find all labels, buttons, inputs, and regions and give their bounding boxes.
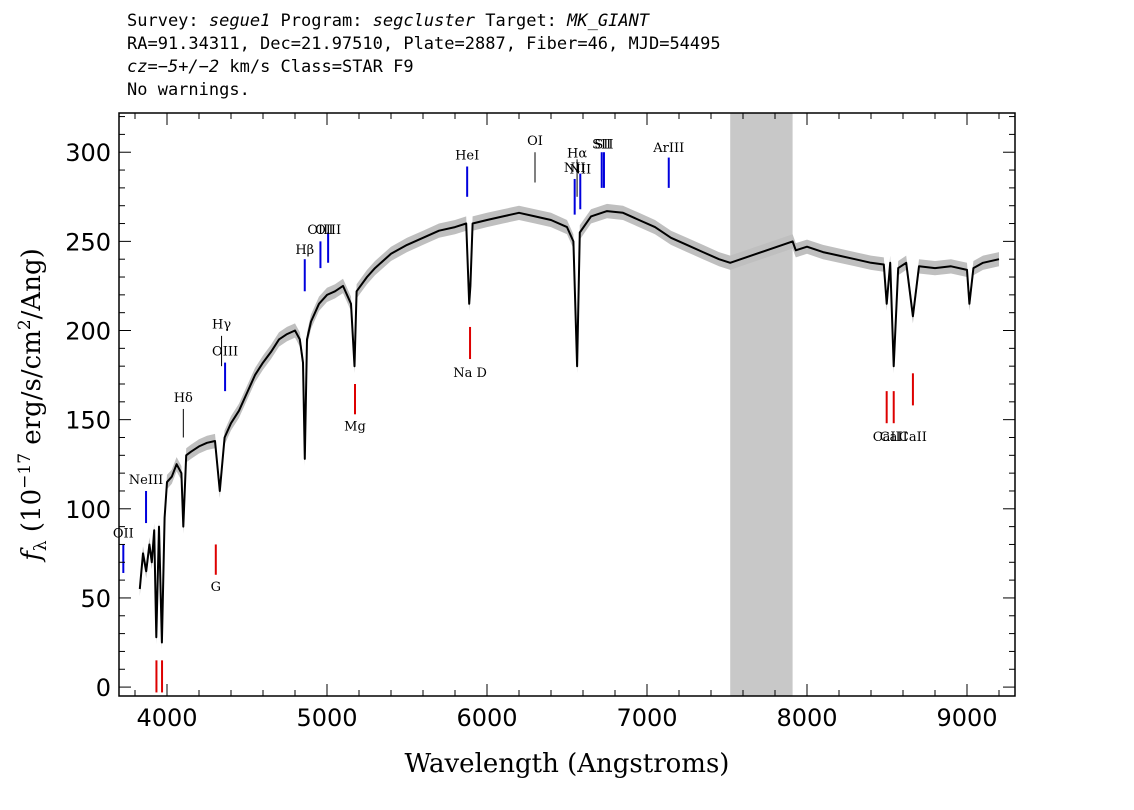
axis-ticks-layer: 4000 5000 6000 7000 8000 9000 0 50 100 150 200 250 3…	[65, 113, 1015, 732]
line-marker-label: OIII	[307, 223, 333, 238]
line-marker-label: NII	[564, 161, 586, 176]
y-tick-label: 0	[96, 674, 111, 702]
line-marker-label: CaII	[899, 430, 927, 445]
plot-frame	[118, 112, 1016, 697]
masked-region	[730, 113, 793, 696]
y-axis-label: fλ (10−17 erg/s/cm2/Ang)	[15, 248, 51, 563]
target-label: Target:	[475, 11, 568, 31]
line-marker-label: SII	[594, 138, 613, 153]
x-tick-label: 4000	[136, 704, 197, 732]
target-value: MK_GIANT	[567, 11, 650, 31]
line-marker-label: Mg	[344, 419, 366, 434]
line-marker-label: HeI	[455, 148, 479, 163]
x-tick-label: 7000	[616, 704, 677, 732]
survey-value: segue1	[208, 11, 271, 31]
spectrum-layer	[138, 210, 1000, 644]
y-tick-label: 100	[65, 496, 111, 524]
x-tick-label: 5000	[296, 704, 357, 732]
error-band	[139, 203, 1000, 650]
line-marker-label: Hα	[567, 147, 587, 162]
x-tick-label: 8000	[776, 704, 837, 732]
y-tick-label: 250	[65, 228, 111, 256]
line-marker-label: OIII	[212, 344, 238, 359]
line-marker-label: Hδ	[174, 391, 193, 406]
line-marker-label: CaII	[880, 430, 908, 445]
line-marker-label: NeIII	[129, 473, 163, 488]
line-marker-label: OI	[527, 134, 543, 149]
header-line-coords: RA=91.34311, Dec=21.97510, Plate=2887, F…	[127, 34, 721, 54]
line-marker-label: Na D	[453, 366, 487, 381]
cz-symbol: cz	[127, 57, 148, 77]
error-band-layer	[139, 203, 1000, 650]
y-tick-label: 300	[65, 139, 111, 167]
header-line-redshift: cz=−5+/−2 km/s Class=STAR F9	[127, 56, 721, 79]
line-marker-label: Hγ	[212, 318, 231, 333]
spectrum-line	[138, 210, 1000, 644]
survey-label: Survey:	[127, 11, 209, 31]
line-marker-label: OII	[113, 526, 134, 541]
line-marker-label: CaII	[873, 430, 901, 445]
line-marker-label: Hβ	[295, 243, 314, 258]
spectrum-header: Survey: segue1 Program: segcluster Targe…	[127, 10, 721, 102]
x-tick-label: 9000	[936, 704, 997, 732]
x-axis-label: Wavelength (Angstroms)	[405, 749, 730, 779]
cz-value: =−5+/−2	[147, 57, 220, 77]
program-label: Program:	[270, 11, 373, 31]
y-tick-label: 200	[65, 318, 111, 346]
y-tick-label: 150	[65, 407, 111, 435]
line-marker-layer: OIINeIIIHδHγOIIIHβOIIIOIIIHeIOINIIHαNIIS…	[113, 134, 927, 693]
program-value: segcluster	[372, 11, 476, 31]
line-marker-label: SII	[592, 138, 611, 153]
class-text: km/s Class=STAR F9	[219, 57, 414, 77]
header-line-survey: Survey: segue1 Program: segcluster Targe…	[127, 10, 721, 33]
header-line-warnings: No warnings.	[127, 80, 250, 100]
line-marker-label: NII	[569, 163, 591, 178]
y-tick-label: 50	[80, 585, 111, 613]
line-marker-label: G	[211, 580, 221, 595]
masked-region-layer	[730, 113, 793, 696]
line-marker-label: ArIII	[652, 141, 684, 156]
line-marker-label: OIII	[315, 223, 341, 238]
x-tick-label: 6000	[456, 704, 517, 732]
